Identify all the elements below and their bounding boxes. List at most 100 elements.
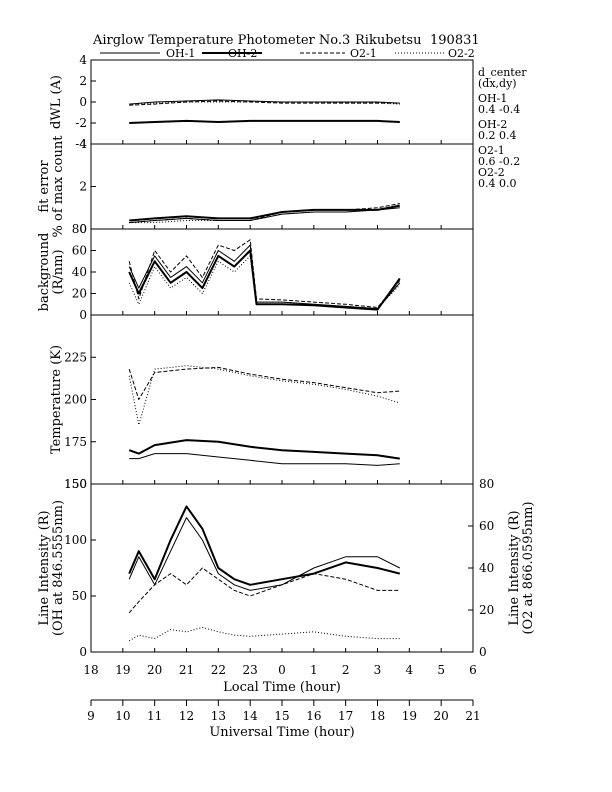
- lt-tick-label-3: 21: [179, 663, 194, 677]
- ut-tick-label-10: 19: [402, 709, 417, 723]
- note-oh1-label: OH-1: [478, 92, 507, 105]
- lt-tick-label-7: 1: [310, 663, 318, 677]
- series-dwl-oh1: [129, 99, 400, 105]
- title: Airglow Temperature Photometer No.3: [92, 33, 350, 48]
- legend-label-o22: O2-2: [448, 47, 475, 60]
- ut-tick-label-11: 20: [434, 709, 449, 723]
- ylabel2-background: (R/nm): [51, 249, 66, 294]
- note-o21-label: O2-1: [478, 144, 505, 157]
- ut-tick-label-0: 9: [87, 709, 95, 723]
- legend-label-o21: O2-1: [350, 47, 377, 60]
- ytick-label-line_intensity-1: 100: [64, 533, 87, 547]
- ytick-label-line_intensity-0: 150: [64, 477, 87, 491]
- lt-tick-label-12: 6: [469, 663, 477, 677]
- note-dxdy: (dx,dy): [478, 77, 517, 90]
- series-fit_error-oh1: [129, 207, 400, 224]
- ut-tick-label-8: 17: [338, 709, 353, 723]
- ylabel2-line_intensity: (OH at 846.5555nm): [51, 500, 66, 636]
- series-fit_error-o22: [129, 205, 400, 224]
- ut-tick-label-1: 10: [115, 709, 130, 723]
- note-o22-label: O2-2: [478, 166, 505, 179]
- series-temperature-oh2: [128, 439, 400, 460]
- legend-label-oh2: OH-2: [228, 47, 257, 60]
- note-oh2-label: OH-2: [478, 118, 507, 131]
- note-o22-val: 0.4 0.0: [478, 177, 516, 190]
- ut-tick-label-12: 21: [465, 709, 480, 723]
- panel-fit_error: 4 2 0 fit error% of max count: [37, 135, 474, 238]
- ytick-label-line_intensity-3: 0: [79, 645, 87, 659]
- lt-tick-label-4: 22: [211, 663, 226, 677]
- ylabel-dwl: dWL (A): [49, 75, 64, 129]
- series-dwl-oh2: [129, 119, 400, 124]
- series-line_intensity-oh1: [128, 517, 401, 591]
- universal-time-axis: 9 10 11 12 13 14 15 16 17 18 19 20 21: [87, 699, 481, 723]
- ytick-label-background-3: 20: [72, 287, 87, 301]
- lt-tick-label-1: 19: [115, 663, 130, 677]
- local-time-label: Local Time (hour): [223, 680, 341, 695]
- ytick-right-label-line_intensity-4: 0: [479, 645, 487, 659]
- lt-tick-label-0: 18: [83, 663, 98, 677]
- note-oh2-val: 0.2 0.4: [478, 129, 516, 142]
- series-background-oh1: [128, 244, 401, 310]
- lt-tick-label-9: 3: [374, 663, 382, 677]
- lt-tick-label-5: 23: [243, 663, 258, 677]
- legend-label-oh1: OH-1: [166, 47, 195, 60]
- ut-tick-label-9: 18: [370, 709, 385, 723]
- note-dcenter: d_center: [478, 66, 527, 79]
- ytick-label-temperature-3: 150: [64, 477, 87, 491]
- series-line_intensity-o22: [128, 626, 400, 642]
- ut-tick-label-7: 16: [306, 709, 321, 723]
- ytick-label-dwl-3: -2: [75, 116, 87, 130]
- ytick-label-dwl-2: 0: [79, 95, 87, 109]
- side-notes: d_center (dx,dy) OH-1 0.4 -0.4 OH-2 0.2 …: [478, 66, 527, 190]
- lt-tick-label-10: 4: [406, 663, 414, 677]
- ut-tick-label-2: 11: [147, 709, 162, 723]
- panel-dwl: 4 2 0 -2 -4 dWL (A): [49, 53, 474, 151]
- ytick-label-background-2: 40: [72, 265, 87, 279]
- ut-tick-label-3: 12: [179, 709, 194, 723]
- ytick-right-label-line_intensity-3: 20: [479, 603, 494, 617]
- ut-tick-label-4: 13: [211, 709, 226, 723]
- station: Rikubetsu: [355, 33, 421, 48]
- series-temperature-o22: [128, 365, 400, 426]
- ytick-right-label-line_intensity-0: 80: [479, 477, 494, 491]
- series-background-oh2: [128, 249, 401, 311]
- ytick-label-line_intensity-2: 50: [72, 589, 87, 603]
- ylabel-background: background: [37, 233, 52, 312]
- series-fit_error-oh2: [129, 204, 400, 222]
- ytick-label-background-0: 80: [72, 222, 87, 236]
- ytick-label-temperature-0: 225: [64, 350, 87, 364]
- ylabel2-fit_error: % of max count: [51, 135, 66, 238]
- ut-tick-label-5: 14: [243, 709, 259, 723]
- panel-frame-temperature: [90, 314, 474, 485]
- lt-tick-label-11: 5: [437, 663, 445, 677]
- ytick-label-background-4: 0: [79, 308, 87, 322]
- series-line_intensity-oh2: [128, 505, 401, 586]
- ytick-right-label-line_intensity-2: 40: [479, 561, 494, 575]
- ylabel-right2-line_intensity: (O2 at 866.0595nm): [521, 501, 536, 634]
- ylabel-fit_error: fit error: [37, 160, 52, 213]
- ytick-label-fit_error-1: 2: [79, 180, 87, 194]
- ytick-label-temperature-1: 200: [64, 393, 87, 407]
- panel-frame-fit_error: [90, 143, 474, 230]
- ut-tick-label-6: 15: [274, 709, 289, 723]
- universal-time-label: Universal Time (hour): [209, 725, 354, 740]
- ytick-label-fit_error-0: 4: [79, 137, 87, 151]
- lt-tick-label-6: 0: [278, 663, 286, 677]
- lt-tick-label-8: 2: [342, 663, 350, 677]
- ylabel-right-line_intensity: Line Intensity (R): [507, 510, 522, 625]
- ytick-label-dwl-1: 2: [79, 74, 87, 88]
- ytick-label-dwl-0: 4: [79, 53, 87, 67]
- ylabel-line_intensity: Line Intensity (R): [37, 510, 52, 625]
- ytick-label-background-1: 60: [72, 244, 87, 258]
- series-temperature-oh1: [129, 453, 400, 466]
- ytick-label-dwl-4: -4: [75, 137, 87, 151]
- lt-tick-label-2: 20: [147, 663, 162, 677]
- note-o21-val: 0.6 -0.2: [478, 155, 520, 168]
- series-temperature-o21: [128, 366, 400, 400]
- date: 190831: [430, 33, 480, 48]
- note-oh1-val: 0.4 -0.4: [478, 103, 520, 116]
